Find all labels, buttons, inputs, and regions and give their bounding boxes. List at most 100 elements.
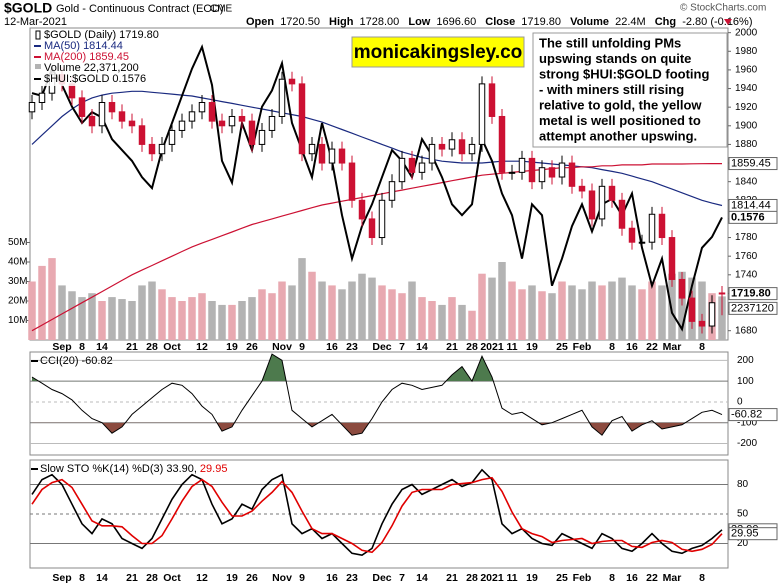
- candle-body: [198, 102, 206, 113]
- value-box: [728, 527, 778, 541]
- panel-title: Slow STO %K(14) %D(3) 33.90, 29.95: [40, 463, 227, 475]
- y-tick-label: -200: [737, 438, 757, 449]
- y-tick-label: 1980: [735, 46, 758, 57]
- volume-tick-label: 40M: [8, 257, 27, 268]
- x-tick-label: 2021: [480, 341, 504, 353]
- x-tick-label: 9: [299, 341, 305, 353]
- volume-bar: [448, 297, 456, 340]
- series-line: [31, 163, 722, 332]
- x-tick-label: 8: [699, 572, 705, 584]
- x-tick-label: 12: [196, 341, 208, 353]
- plot-layer: 1680170017201740176017801800182018401860…: [8, 27, 778, 584]
- credit: © StockCharts.com: [680, 3, 766, 14]
- volume-bar: [548, 293, 556, 340]
- volume-bar: [538, 291, 546, 340]
- candle-body: [588, 190, 596, 220]
- volume-bar: [588, 281, 596, 340]
- candle-body: [378, 199, 386, 239]
- volume-bar: [318, 281, 326, 340]
- y-tick-label: 0: [737, 397, 743, 408]
- candle-body: [468, 143, 476, 155]
- volume-tick-label: 50M: [8, 237, 27, 248]
- x-tick-label: 14: [416, 341, 428, 353]
- legend-candle: [35, 30, 41, 40]
- y-tick-label: 2000: [735, 27, 758, 38]
- volume-bar: [568, 285, 576, 340]
- y-tick-label: 200: [737, 355, 754, 366]
- candle-body: [98, 102, 106, 127]
- open-label: Open: [246, 16, 274, 28]
- x-tick-label: 19: [226, 572, 238, 584]
- candle-body: [678, 278, 686, 299]
- x-tick-label: 8: [609, 341, 615, 353]
- candle-body: [648, 213, 656, 243]
- x-tick-label: 7: [399, 341, 405, 353]
- y-tick-label: 1780: [735, 232, 758, 243]
- value-box: [728, 210, 778, 224]
- volume-bar: [368, 277, 376, 340]
- x-tick-label: Sep: [52, 341, 71, 353]
- candle-body: [538, 167, 546, 183]
- volume-bar: [458, 304, 466, 340]
- volume-bar: [648, 281, 656, 340]
- x-tick-label: Sep: [52, 572, 71, 584]
- panel-title-value: -60.82: [82, 355, 113, 367]
- x-tick-label: 8: [79, 572, 85, 584]
- volume-bar: [678, 271, 686, 340]
- volume-bar: [718, 296, 726, 340]
- close: 1719.80: [521, 16, 561, 28]
- value-box: [728, 287, 778, 301]
- value-box: [728, 157, 778, 171]
- value-box-label: 29.95: [731, 528, 759, 540]
- volume-bar: [238, 301, 246, 340]
- candle-body: [38, 92, 46, 104]
- value-box-label: 0.1576: [731, 211, 765, 223]
- panel-title-value: 29.95: [200, 463, 228, 475]
- volume-bar: [258, 289, 266, 340]
- volume-bar: [148, 281, 156, 340]
- candle-body: [558, 162, 566, 178]
- candle-body: [418, 162, 426, 173]
- candle-body: [388, 181, 396, 201]
- symbol: $GOLD: [4, 0, 52, 16]
- volume-bar: [338, 289, 346, 340]
- candle-body: [278, 78, 286, 117]
- candle-body: [698, 320, 706, 327]
- legend-text: Volume: [44, 62, 81, 74]
- open: 1720.50: [280, 16, 320, 28]
- candle-body: [638, 241, 646, 244]
- volume-bar: [78, 297, 86, 340]
- y-tick-label: 50: [737, 509, 749, 520]
- volume-bar: [408, 281, 416, 340]
- value-box: [728, 301, 778, 315]
- volume-bar: [418, 297, 426, 340]
- volume-bar: [38, 265, 46, 340]
- candle-body: [208, 102, 216, 122]
- comment-line: - with miners still rising: [539, 82, 684, 97]
- high: 1728.00: [360, 16, 400, 28]
- volume-bar: [48, 258, 56, 340]
- x-tick-label: Mar: [663, 572, 682, 584]
- candle-body: [128, 120, 136, 127]
- panel-title-text: Slow STO %K(14) %D(3) 33.90,: [40, 463, 197, 475]
- candle-body: [88, 115, 96, 127]
- volume-tick-label: 30M: [8, 276, 27, 287]
- volume-bar: [558, 281, 566, 340]
- y-tick-label: 1900: [735, 120, 758, 131]
- close-label: Close: [485, 16, 515, 28]
- volume-bar: [188, 297, 196, 340]
- comment-line: The still unfolding PMs: [539, 35, 681, 50]
- value-box-label: 1859.45: [731, 157, 771, 169]
- x-tick-label: 19: [526, 341, 538, 353]
- candle-body: [328, 148, 336, 164]
- candle-body: [28, 102, 36, 113]
- x-tick-label: Dec: [372, 572, 391, 584]
- volume-bar: [428, 301, 436, 340]
- exchange: CME: [210, 4, 233, 15]
- volume-bar: [228, 304, 236, 340]
- x-tick-label: 11: [506, 572, 517, 584]
- x-tick-label: Mar: [663, 341, 682, 353]
- candle-body: [168, 129, 176, 145]
- volume-bar: [58, 285, 66, 340]
- panel-title: CCI(20) -60.82: [40, 355, 113, 367]
